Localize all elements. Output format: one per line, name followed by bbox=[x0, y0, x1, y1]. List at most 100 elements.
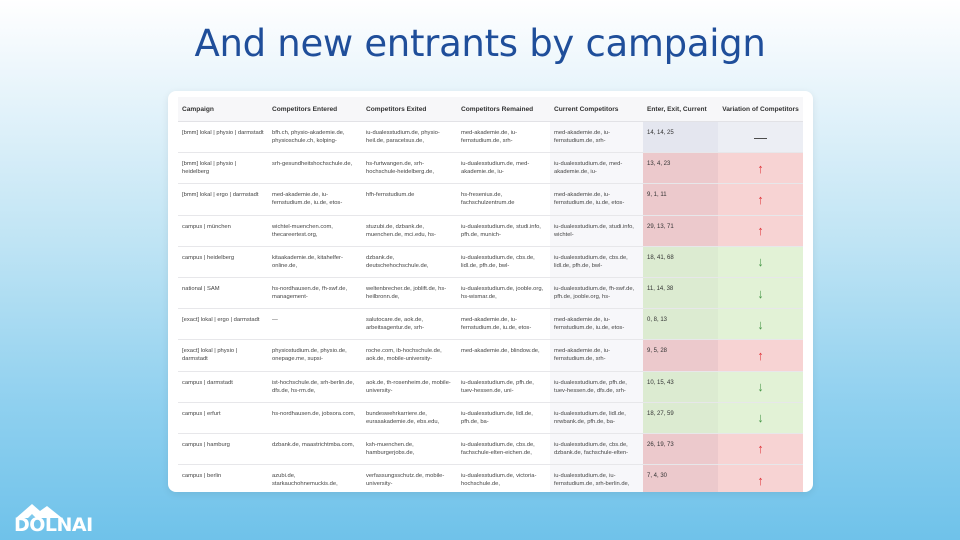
cell-entered-text: ist-hochschule.de, srh-berlin.de, dfs.de… bbox=[272, 379, 355, 394]
cell-remained-text: iu-dualesstudium.de, jooble.org, hs-wism… bbox=[461, 285, 544, 300]
cell-current: iu-dualesstudium.de, med-akademie.de, iu… bbox=[550, 152, 643, 185]
competitors-table: Campaign Competitors Entered Competitors… bbox=[178, 97, 803, 492]
table-row: campus | erfurt hs-nordhausen.de, jobsora… bbox=[178, 402, 803, 434]
cell-remained: iu-dualesstudium.de, pfh.de, tuev-hessen… bbox=[457, 371, 550, 403]
cell-counts-text: 10, 15, 43 bbox=[647, 379, 674, 386]
cell-campaign: campus | münchen bbox=[178, 215, 268, 247]
cell-remained: med-akademie.de, iu-fernstudium.de, iu.d… bbox=[457, 308, 550, 341]
table-body: [bmm] lokal | physio | darmstadt bfh.ch, … bbox=[178, 121, 803, 492]
slide-title: And new entrants by campaign bbox=[194, 22, 766, 65]
cell-entered-text: hs-nordhausen.de, jobsora.com, bbox=[272, 410, 356, 417]
table-row: [bmm] lokal | physio | darmstadt bfh.ch, … bbox=[178, 121, 803, 154]
cell-current-text: iu-dualesstudium.de, pfh.de, tuev-hessen… bbox=[554, 379, 627, 394]
cell-campaign-text: [exact] lokal | ergo | darmstadt bbox=[182, 317, 260, 324]
cell-counts: 11, 14, 38 bbox=[643, 277, 718, 310]
cell-campaign-text: [bmm] lokal | physio | darmstadt bbox=[182, 130, 264, 136]
cell-entered-text: — bbox=[272, 317, 278, 324]
cell-campaign: campus | hamburg bbox=[178, 433, 268, 466]
cell-current-text: iu-dualesstudium.de, fh-swf.de, pfh.de, … bbox=[554, 285, 635, 300]
table-header-row: Campaign Competitors Entered Competitors… bbox=[178, 97, 803, 122]
table-row: [bmm] lokal | physio | heidelberg srh-ges… bbox=[178, 152, 803, 185]
cell-counts: 9, 5, 28 bbox=[643, 339, 718, 372]
cell-current: iu-dualesstudium.de, studi.info, wichtel… bbox=[550, 215, 643, 247]
cell-remained: med-akademie.de, blindow.de, bbox=[457, 339, 550, 372]
cell-remained-text: iu-dualesstudium.de, lidl.de, pfh.de, ba… bbox=[461, 410, 533, 425]
cell-exited: aok.de, th-rosenheim.de, mobile-universi… bbox=[362, 371, 457, 403]
cell-exited-text: hfh-fernstudium.de bbox=[366, 192, 415, 199]
cell-remained: iu-dualesstudium.de, jooble.org, hs-wism… bbox=[457, 277, 550, 310]
cell-campaign: campus | berlin bbox=[178, 464, 268, 492]
cell-counts: 18, 41, 68 bbox=[643, 246, 718, 278]
cell-entered: physiostudium.de, physio.de, onepage.me,… bbox=[268, 339, 362, 372]
cell-exited: verfassungsschutz.de, mobile-university- bbox=[362, 464, 457, 492]
competitors-table-card: Campaign Competitors Entered Competitors… bbox=[168, 91, 813, 492]
variation-down-icon: ↓ bbox=[718, 402, 803, 434]
cell-entered: — bbox=[268, 308, 362, 341]
cell-current-text: iu-dualesstudium.de, med-akademie.de, iu… bbox=[554, 161, 623, 176]
cell-remained-text: hs-fresenius.de, fachschulzentrum.de bbox=[461, 192, 515, 207]
cell-exited-text: hs-furtwangen.de, srh-hochschule-heidelb… bbox=[366, 161, 435, 176]
variation-up-icon: ↑ bbox=[718, 433, 803, 466]
cell-exited-text: bundeswehrkarriere.de, eurasakademie.de,… bbox=[366, 410, 440, 425]
cell-campaign: [bmm] lokal | physio | heidelberg bbox=[178, 152, 268, 185]
cell-exited-text: dzbank.de, deutschehochschule.de, bbox=[366, 254, 429, 269]
variation-up-icon: ↑ bbox=[718, 464, 803, 492]
cell-counts-text: 26, 19, 73 bbox=[647, 441, 674, 448]
cell-remained: iu-dualesstudium.de, studi.info, pfh.de,… bbox=[457, 215, 550, 247]
cell-remained: iu-dualesstudium.de, victoria-hochschule… bbox=[457, 464, 550, 492]
variation-flat-icon: — bbox=[718, 121, 803, 154]
cell-entered: hs-nordhausen.de, jobsora.com, bbox=[268, 402, 362, 434]
variation-up-icon: ↑ bbox=[718, 183, 803, 216]
cell-entered: srh-gesundheitshochschule.de, bbox=[268, 152, 362, 185]
cell-entered-text: wichtel-muenchen.com, thecareertest.org, bbox=[272, 223, 333, 238]
cell-campaign-text: campus | hamburg bbox=[182, 441, 230, 448]
cell-remained-text: iu-dualesstudium.de, cbs.de, lidl.de, pf… bbox=[461, 254, 535, 269]
cell-current-text: iu-dualesstudium.de, iu-fernstudium.de, … bbox=[554, 473, 630, 488]
cell-entered-text: azubi.de, starkauchohnemuckis.de, bbox=[272, 473, 338, 488]
cell-exited: hs-furtwangen.de, srh-hochschule-heidelb… bbox=[362, 152, 457, 185]
cell-campaign-text: campus | darmstadt bbox=[182, 379, 233, 386]
cell-entered-text: bfh.ch, physio-akademie.de, physioschule… bbox=[272, 130, 345, 144]
cell-current: med-akademie.de, iu-fernstudium.de, srh- bbox=[550, 339, 643, 372]
cell-current: iu-dualesstudium.de, cbs.de, dzbank.de, … bbox=[550, 433, 643, 466]
cell-current: iu-dualesstudium.de, lidl.de, nrwbank.de… bbox=[550, 402, 643, 434]
cell-campaign: national | SAM bbox=[178, 277, 268, 310]
cell-exited-text: verfassungsschutz.de, mobile-university- bbox=[366, 473, 445, 488]
cell-remained-text: iu-dualesstudium.de, victoria-hochschule… bbox=[461, 473, 537, 488]
cell-entered: hs-nordhausen.de, fh-swf.de, management- bbox=[268, 277, 362, 310]
header-current: Current Competitors bbox=[550, 97, 643, 122]
cell-counts-text: 9, 5, 28 bbox=[647, 348, 668, 355]
table-row: campus | heidelberg kitaakademie.de, kita… bbox=[178, 246, 803, 278]
cell-remained-text: med-akademie.de, iu-fernstudium.de, iu.d… bbox=[461, 317, 532, 332]
cell-remained-text: med-akademie.de, blindow.de, bbox=[461, 348, 540, 355]
cell-counts-text: 11, 14, 38 bbox=[647, 285, 674, 292]
variation-down-icon: ↓ bbox=[718, 308, 803, 341]
cell-exited: roche.com, ib-hochschule.de, aok.de, mob… bbox=[362, 339, 457, 372]
cell-entered: azubi.de, starkauchohnemuckis.de, bbox=[268, 464, 362, 492]
variation-down-icon: ↓ bbox=[718, 277, 803, 310]
cell-remained: med-akademie.de, iu-fernstudium.de, srh- bbox=[457, 121, 550, 154]
cell-campaign-text: campus | erfurt bbox=[182, 410, 221, 417]
cell-remained-text: iu-dualesstudium.de, cbs.de, fachschule-… bbox=[461, 441, 535, 456]
logo-text: DOLNAI bbox=[14, 514, 93, 536]
table-row: [exact] lokal | physio | darmstadt physio… bbox=[178, 339, 803, 372]
cell-current: med-akademie.de, iu-fernstudium.de, srh- bbox=[550, 121, 643, 154]
cell-entered: ist-hochschule.de, srh-berlin.de, dfs.de… bbox=[268, 371, 362, 403]
cell-campaign: campus | erfurt bbox=[178, 402, 268, 434]
header-entered: Competitors Entered bbox=[268, 97, 362, 122]
cell-remained-text: med-akademie.de, iu-fernstudium.de, srh- bbox=[461, 130, 518, 144]
cell-campaign: campus | heidelberg bbox=[178, 246, 268, 278]
cell-exited: salutocare.de, aok.de, arbeitsagentur.de… bbox=[362, 308, 457, 341]
cell-exited: stuzubi.de, dzbank.de, muenchen.de, mci.… bbox=[362, 215, 457, 247]
cell-counts-text: 18, 27, 59 bbox=[647, 410, 674, 417]
cell-exited: ksh-muenchen.de, hamburgerjobs.de, bbox=[362, 433, 457, 466]
cell-campaign: [exact] lokal | ergo | darmstadt bbox=[178, 308, 268, 341]
variation-up-icon: ↑ bbox=[718, 215, 803, 247]
cell-counts: 18, 27, 59 bbox=[643, 402, 718, 434]
cell-entered-text: srh-gesundheitshochschule.de, bbox=[272, 161, 353, 168]
cell-remained-text: iu-dualesstudium.de, studi.info, pfh.de,… bbox=[461, 223, 541, 238]
variation-down-icon: ↓ bbox=[718, 246, 803, 278]
cell-current-text: iu-dualesstudium.de, lidl.de, nrwbank.de… bbox=[554, 410, 626, 425]
cell-campaign-text: [exact] lokal | physio | darmstadt bbox=[182, 348, 238, 363]
cell-counts: 9, 1, 11 bbox=[643, 183, 718, 216]
